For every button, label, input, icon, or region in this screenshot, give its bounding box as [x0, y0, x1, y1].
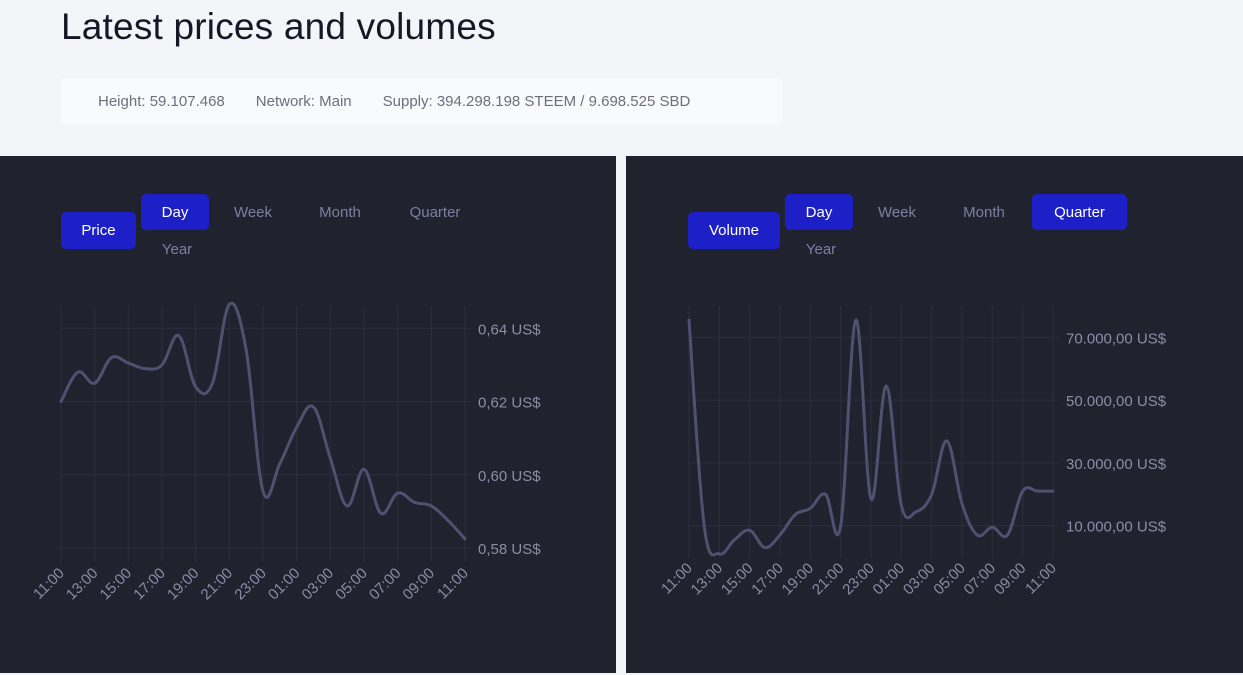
volume-x-tick-label: 03:00	[900, 560, 939, 599]
price-range-quarter[interactable]: Quarter	[392, 194, 478, 230]
price-x-tick-label: 19:00	[164, 565, 203, 604]
supply-label: Supply: 394.298.198 STEEM / 9.698.525 SB…	[382, 93, 691, 110]
volume-range-quarter[interactable]: Quarter	[1032, 194, 1127, 230]
price-x-tick-label: 15:00	[97, 565, 136, 604]
volume-y-tick-label: 30.000,00 US$	[1066, 456, 1167, 473]
price-x-tick-label: 09:00	[400, 565, 439, 604]
volume-x-tick-label: 23:00	[839, 560, 878, 599]
page-title: Latest prices and volumes	[61, 6, 496, 47]
volume-x-tick-label: 05:00	[930, 560, 969, 599]
price-range-year[interactable]: Year	[145, 233, 209, 265]
network-label: Network: Main	[255, 93, 352, 110]
price-x-tick-label: 07:00	[366, 565, 405, 604]
volume-x-tick-label: 11:00	[1022, 560, 1060, 598]
volume-range-year[interactable]: Year	[789, 233, 853, 265]
volume-series-line	[687, 318, 1055, 557]
volume-x-tick-label: 13:00	[688, 560, 727, 599]
price-y-tick-label: 0,64 US$	[478, 321, 541, 338]
price-x-tick-label: 21:00	[198, 565, 237, 604]
volume-x-tick-label: 17:00	[748, 560, 787, 599]
price-range-day[interactable]: Day	[141, 194, 209, 230]
price-x-tick-label: 23:00	[231, 565, 270, 604]
price-range-month[interactable]: Month	[302, 194, 378, 230]
price-line-chart: 0,64 US$0,62 US$0,60 US$0,58 US$11:0013:…	[30, 301, 541, 604]
price-x-tick-label: 17:00	[130, 565, 169, 604]
volume-line-chart: 70.000,00 US$ 50.000,00 US$ 30.000,00 US$ 1…	[658, 306, 1167, 599]
price-y-tick-label: 0,58 US$	[478, 541, 541, 558]
price-x-tick-label: 11:00	[30, 565, 68, 603]
volume-range-day[interactable]: Day	[785, 194, 853, 230]
chain-stats-bar: Height: 59.107.468 Network: Main Supply:…	[61, 78, 782, 125]
price-x-tick-label: 05:00	[332, 565, 371, 604]
volume-y-tick-label: 10.000,00 US$	[1066, 519, 1167, 536]
volume-range-month[interactable]: Month	[946, 194, 1022, 230]
volume-y-tick-label: 70.000,00 US$	[1066, 330, 1167, 347]
price-y-tick-label: 0,60 US$	[478, 468, 541, 485]
volume-y-tick-label: 50.000,00 US$	[1066, 393, 1167, 410]
volume-chart-panel: Volume Day Week Month Quarter Year 70.00…	[626, 156, 1243, 673]
price-range-week[interactable]: Week	[221, 194, 285, 230]
volume-range-week[interactable]: Week	[865, 194, 929, 230]
volume-x-tick-label: 19:00	[779, 560, 818, 599]
volume-x-tick-label: 15:00	[718, 560, 757, 599]
price-x-tick-label: 11:00	[434, 565, 472, 603]
price-series-line	[59, 301, 467, 541]
volume-x-tick-label: 01:00	[870, 560, 909, 599]
volume-metric-button[interactable]: Volume	[688, 212, 780, 249]
price-chart-panel: Price Day Week Month Quarter Year 0,64 U…	[0, 156, 616, 673]
volume-x-tick-label: 11:00	[658, 560, 696, 598]
volume-x-tick-label: 09:00	[991, 560, 1030, 599]
price-x-tick-label: 01:00	[265, 565, 304, 604]
price-x-tick-label: 13:00	[63, 565, 102, 604]
volume-x-tick-label: 07:00	[961, 560, 1000, 599]
volume-x-tick-label: 21:00	[809, 560, 848, 599]
block-height: Height: 59.107.468	[98, 93, 225, 110]
price-x-tick-label: 03:00	[299, 565, 338, 604]
price-metric-button[interactable]: Price	[61, 212, 136, 249]
price-y-tick-label: 0,62 US$	[478, 395, 541, 412]
